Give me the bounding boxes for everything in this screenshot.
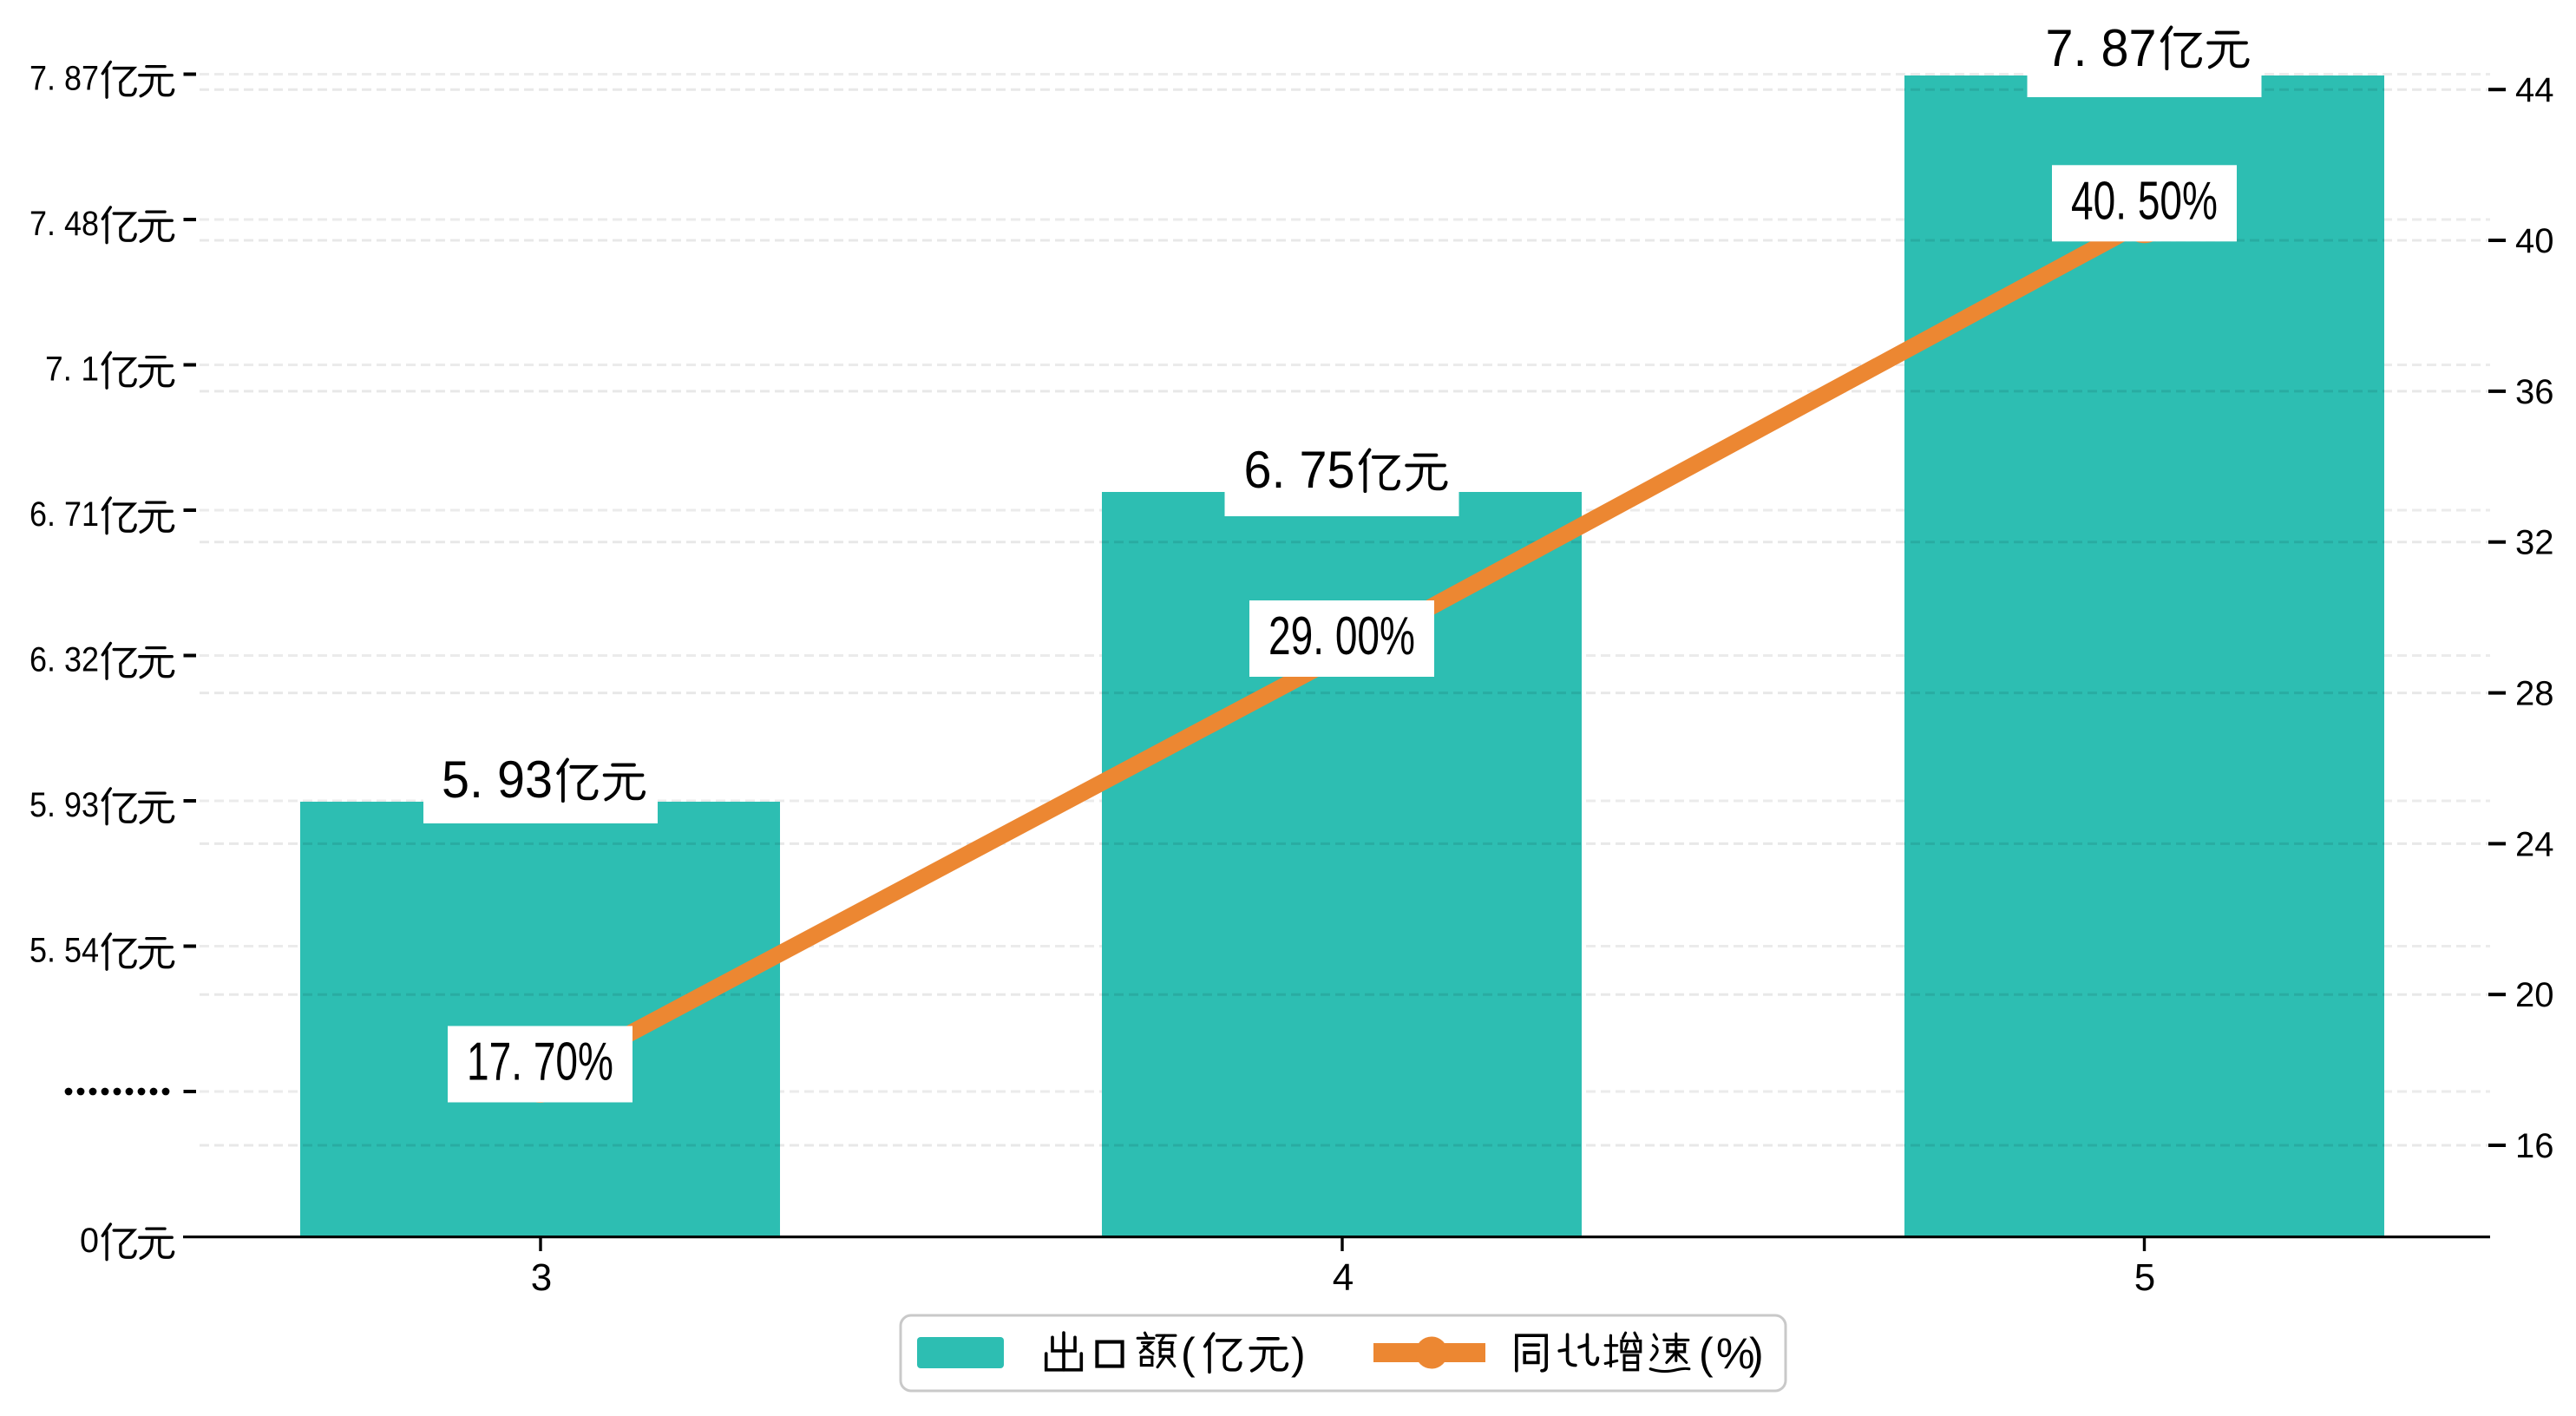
svg-text:): ) [1291,1329,1306,1378]
svg-text:6. 75: 6. 75 [1244,441,1355,499]
svg-text:5. 93: 5. 93 [29,786,99,824]
svg-text:7. 1: 7. 1 [45,351,99,389]
svg-text:7. 87: 7. 87 [2046,19,2157,77]
svg-text:(: ( [1699,1329,1714,1378]
svg-text:40. 50%: 40. 50% [2071,171,2218,231]
svg-text:44: 44 [2515,71,2554,109]
svg-text:24: 24 [2515,825,2554,863]
svg-text:(: ( [1181,1329,1196,1378]
svg-text:4: 4 [1333,1256,1354,1299]
svg-text:16: 16 [2515,1127,2554,1165]
svg-text:): ) [1749,1329,1764,1378]
svg-text:40: 40 [2515,222,2554,260]
svg-text:28: 28 [2515,675,2554,713]
svg-text:29. 00%: 29. 00% [1268,606,1415,666]
svg-text:6. 71: 6. 71 [29,495,99,534]
svg-text:6. 32: 6. 32 [29,641,99,679]
svg-text:7. 87: 7. 87 [29,60,99,98]
svg-text:0: 0 [80,1222,99,1260]
svg-text:36: 36 [2515,373,2554,411]
svg-text:20: 20 [2515,976,2554,1014]
svg-text:5: 5 [2134,1256,2155,1299]
svg-text:3: 3 [531,1256,552,1299]
svg-text:17. 70%: 17. 70% [467,1032,613,1092]
svg-text:7. 48: 7. 48 [29,205,99,243]
svg-text:5. 54: 5. 54 [29,932,99,970]
svg-text:%: % [1716,1329,1754,1378]
svg-text:5. 93: 5. 93 [442,751,553,809]
svg-text:32: 32 [2515,524,2554,562]
